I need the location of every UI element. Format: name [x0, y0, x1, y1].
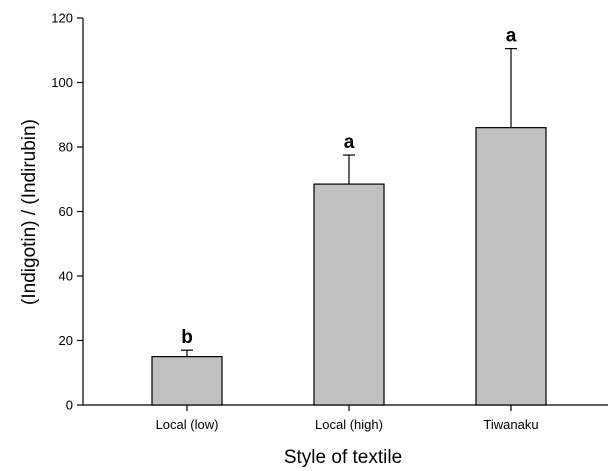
y-axis-title: (Indigotin) / (Indirubin) [19, 119, 40, 305]
bar [475, 127, 547, 406]
x-tick-label: Local (high) [315, 417, 383, 432]
y-tick-label: 0 [66, 398, 73, 413]
x-tick-label: Tiwanaku [483, 417, 538, 432]
y-tick-label: 60 [59, 204, 73, 219]
bar [151, 356, 223, 406]
x-axis-title: Style of textile [284, 447, 402, 468]
x-tick-label: Local (low) [156, 417, 219, 432]
significance-label: a [344, 132, 355, 153]
significance-label: b [181, 327, 193, 348]
y-tick-label: 80 [59, 140, 73, 155]
significance-label: a [506, 26, 517, 47]
y-tick-label: 40 [59, 269, 73, 284]
y-tick-label: 20 [59, 333, 73, 348]
y-tick-label: 120 [51, 11, 73, 26]
y-tick-label: 100 [51, 75, 73, 90]
bar [313, 183, 385, 406]
